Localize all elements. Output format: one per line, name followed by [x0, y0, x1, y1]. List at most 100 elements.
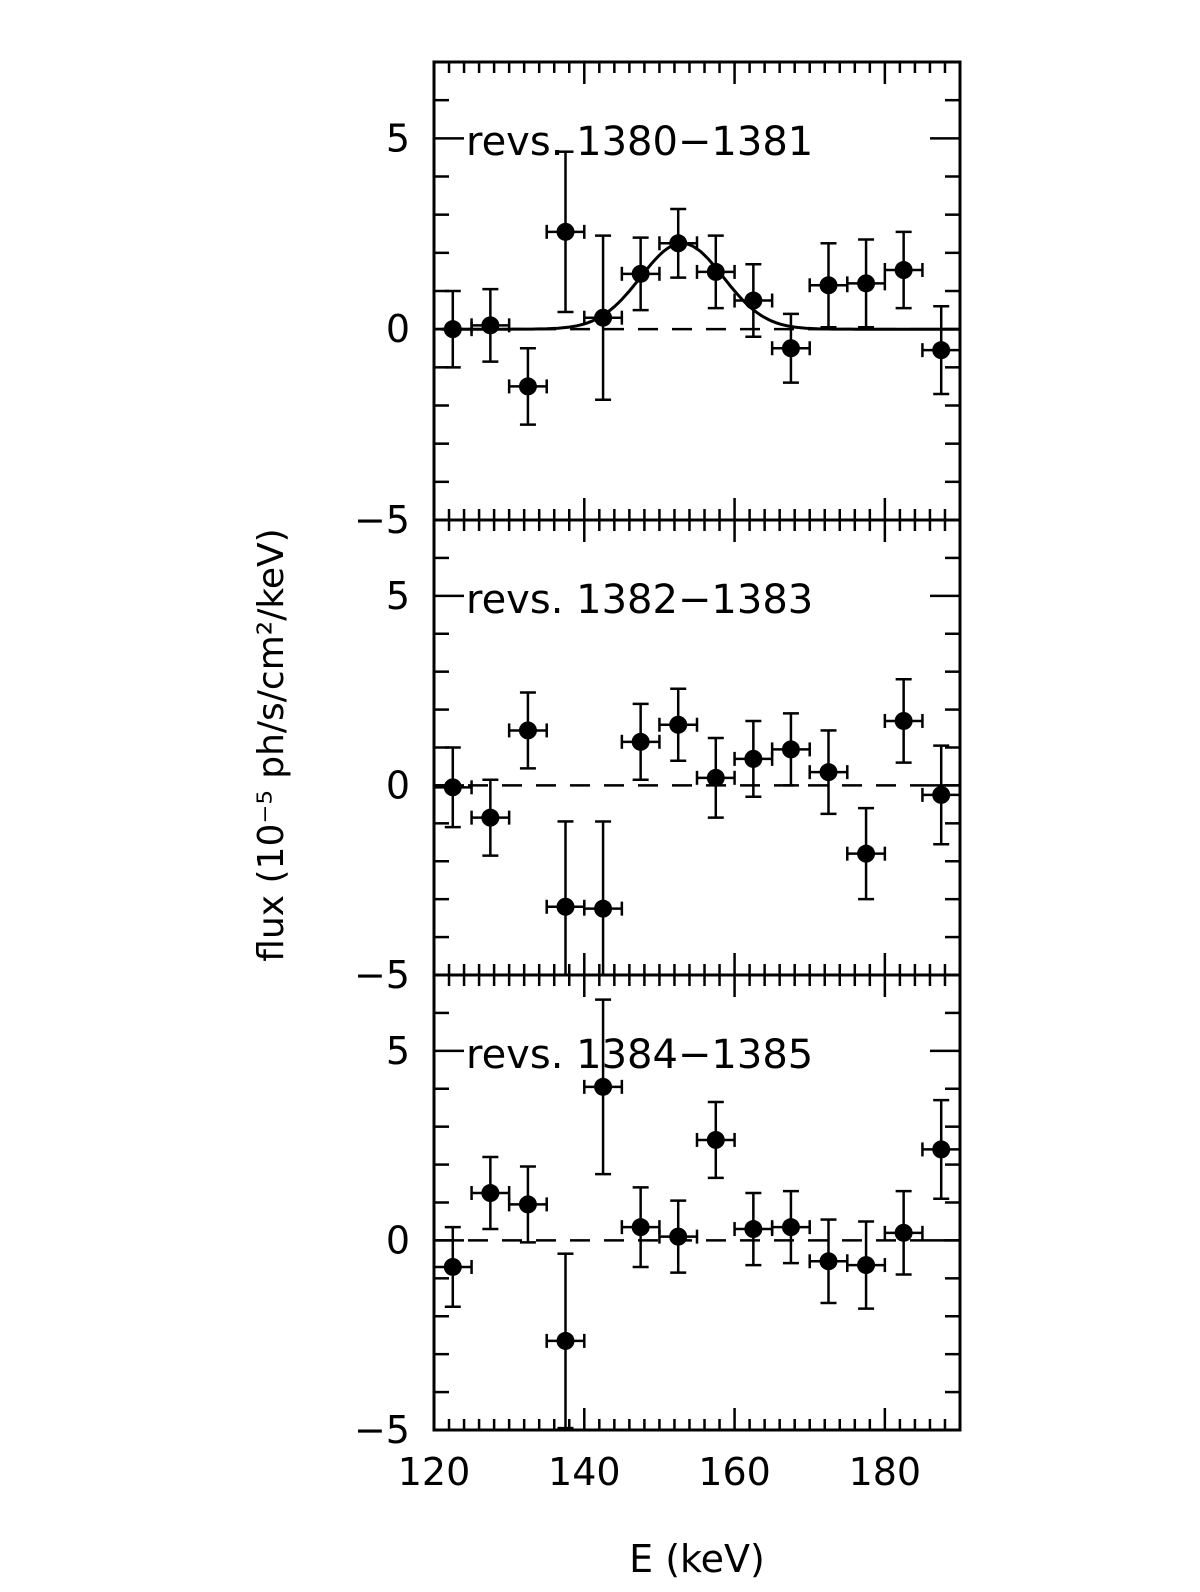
data-point [620, 702, 661, 781]
data-marker [706, 262, 725, 281]
data-point [545, 820, 586, 975]
data-point [808, 1218, 849, 1305]
data-marker [443, 778, 462, 797]
data-point [470, 287, 511, 363]
y-tick-label: 0 [386, 1218, 410, 1262]
data-point [921, 305, 960, 396]
data-marker [481, 808, 500, 827]
data-point [620, 1186, 661, 1269]
data-marker [744, 1220, 763, 1239]
data-point [434, 1225, 473, 1309]
data-marker [819, 276, 838, 295]
data-point [770, 712, 811, 787]
y-tick-label: 5 [386, 1029, 410, 1073]
x-tick-label: 120 [398, 1450, 471, 1494]
data-marker [594, 1077, 613, 1096]
data-point [545, 1252, 586, 1430]
data-point [434, 289, 473, 369]
data-point [846, 238, 887, 329]
data-marker [894, 711, 913, 730]
data-point [658, 1199, 699, 1274]
data-point [883, 678, 924, 764]
y-tick-label: 0 [386, 763, 410, 807]
data-point [470, 778, 511, 857]
data-marker [481, 1184, 500, 1203]
data-point [695, 234, 736, 310]
data-point [583, 998, 624, 1176]
data-marker [518, 1195, 537, 1214]
y-axis-label: flux (10⁻⁵ ph/s/cm²/keV) [251, 528, 292, 961]
x-tick-label: 180 [849, 1450, 922, 1494]
data-marker [894, 1223, 913, 1242]
data-marker [443, 1257, 462, 1276]
data-point [733, 263, 774, 339]
data-marker [781, 1218, 800, 1237]
data-point [620, 236, 661, 312]
data-marker [744, 291, 763, 310]
y-tick-label: 5 [386, 574, 410, 618]
data-point [770, 312, 811, 384]
y-tick-label: 0 [386, 307, 410, 351]
data-marker [518, 377, 537, 396]
data-point [470, 1155, 511, 1231]
data-point [695, 1100, 736, 1180]
data-marker [744, 749, 763, 768]
panel-label: revs. 1384−1385 [466, 1032, 813, 1078]
data-point [883, 230, 924, 310]
data-point [883, 1189, 924, 1276]
x-tick-label: 140 [548, 1450, 621, 1494]
panel-label: revs. 1382−1383 [466, 577, 813, 623]
data-point [545, 150, 586, 314]
gaussian-fit-curve [441, 241, 960, 331]
data-point [846, 806, 887, 901]
data-point [921, 744, 960, 846]
data-point [583, 820, 624, 975]
data-marker [594, 308, 613, 327]
data-marker [631, 1218, 650, 1237]
data-marker [443, 320, 462, 339]
x-axis-label: E (keV) [629, 1537, 765, 1581]
data-point [846, 1220, 887, 1310]
data-marker [556, 222, 575, 241]
data-point [507, 1165, 548, 1244]
data-point [733, 719, 774, 799]
panel-3: 5 0 −5 revs. 1384−1385 [354, 973, 962, 1452]
data-marker [669, 1227, 688, 1246]
data-point [808, 729, 849, 816]
data-point [695, 736, 736, 819]
data-marker [481, 316, 500, 335]
data-marker [706, 768, 725, 787]
y-tick-label: 5 [386, 116, 410, 160]
data-marker [857, 844, 876, 863]
data-point [658, 207, 699, 279]
data-marker [669, 715, 688, 734]
data-marker [932, 341, 951, 360]
data-marker [857, 1256, 876, 1275]
x-tick-labels: 120 140 160 180 [398, 1450, 921, 1494]
data-point [507, 691, 548, 770]
data-marker [932, 785, 951, 804]
data-marker [669, 234, 688, 253]
data-marker [894, 261, 913, 280]
data-point [583, 234, 624, 402]
data-marker [518, 721, 537, 740]
panel-1: 5 0 −5 revs. 1380−1381 [354, 60, 962, 542]
data-marker [556, 897, 575, 916]
data-point [733, 1191, 774, 1267]
data-point [921, 1098, 960, 1200]
data-marker [781, 339, 800, 358]
data-marker [819, 763, 838, 782]
data-point [658, 687, 699, 763]
panel-label: revs. 1380−1381 [466, 119, 813, 165]
data-marker [594, 899, 613, 918]
y-tick-label: −5 [354, 953, 410, 997]
data-marker [631, 732, 650, 751]
panels: 5 0 −5 revs. 1380−1381 5 0 −5 revs. 1382−1383 5 0… [354, 60, 962, 1452]
data-point [808, 242, 849, 329]
y-tick-label: −5 [354, 498, 410, 542]
data-marker [556, 1331, 575, 1350]
data-marker [631, 264, 650, 283]
data-marker [857, 274, 876, 293]
data-marker [781, 740, 800, 759]
